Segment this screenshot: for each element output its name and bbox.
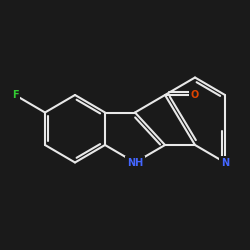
Text: N: N [221,158,229,168]
Text: NH: NH [127,158,143,168]
Text: O: O [191,90,199,100]
Text: F: F [12,90,18,100]
